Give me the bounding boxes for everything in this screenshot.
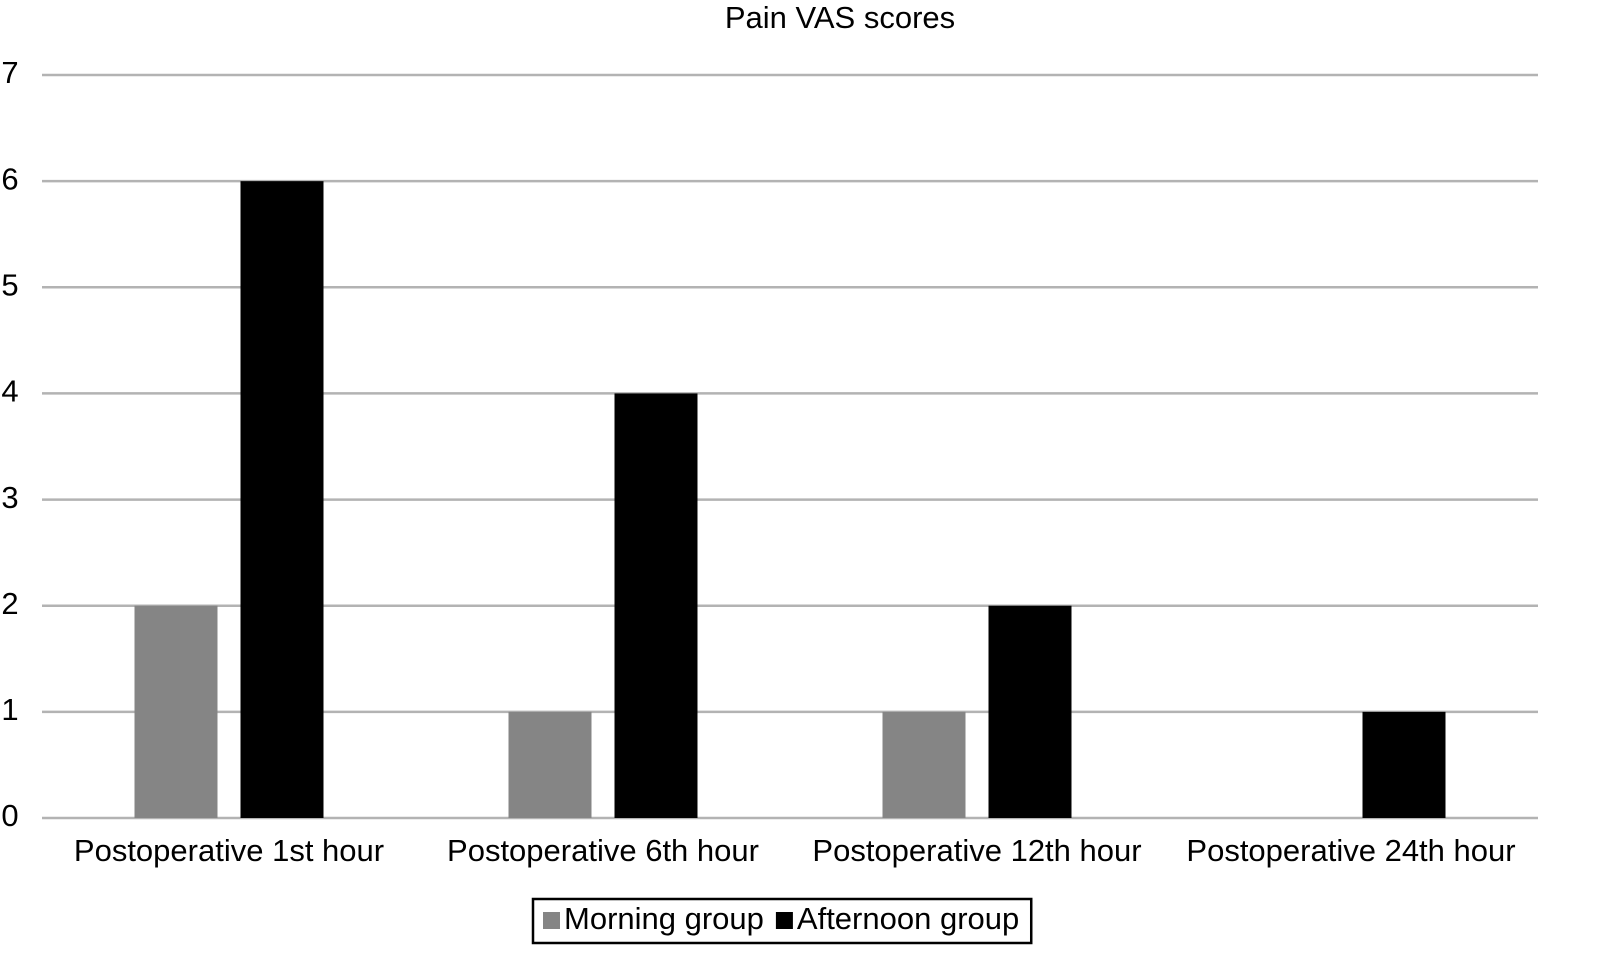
legend-swatch — [543, 912, 560, 929]
bar — [240, 181, 324, 819]
legend-swatch — [775, 912, 793, 929]
y-tick-label: 3 — [1, 480, 18, 515]
bar — [614, 393, 698, 818]
legend-label: Afternoon group — [797, 901, 1019, 936]
bar — [134, 605, 218, 818]
bar — [1362, 711, 1446, 818]
bar — [988, 605, 1072, 818]
y-tick-label: 2 — [1, 586, 18, 621]
y-tick-label: 6 — [1, 161, 18, 196]
x-tick-label: Postoperative 12th hour — [812, 833, 1141, 868]
y-tick-label: 5 — [1, 267, 18, 302]
x-tick-label: Postoperative 6th hour — [447, 833, 759, 868]
bar — [508, 711, 592, 818]
y-tick-label: 1 — [1, 692, 18, 727]
y-tick-label: 7 — [1, 55, 18, 90]
y-tick-label: 4 — [1, 374, 18, 409]
bar — [882, 711, 966, 818]
y-tick-label: 0 — [1, 798, 18, 833]
chart-title: Pain VAS scores — [725, 0, 955, 35]
x-tick-label: Postoperative 1st hour — [74, 833, 384, 868]
legend-label: Morning group — [564, 901, 764, 936]
x-tick-label: Postoperative 24th hour — [1186, 833, 1515, 868]
